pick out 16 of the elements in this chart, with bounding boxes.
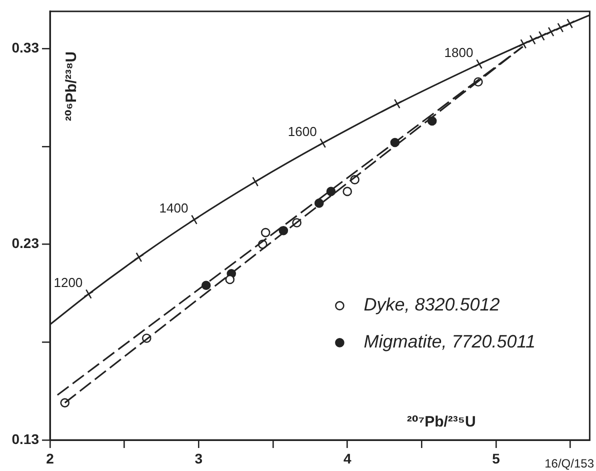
legend-label: Migmatite, 7720.5011 — [364, 332, 536, 352]
text: 16/Q/153 — [544, 456, 594, 470]
annotation: 1800 — [444, 45, 474, 60]
y-axis-title: ²⁰⁶Pb/²³⁸U — [63, 51, 80, 122]
legend-label: Dyke, 8320.5012 — [364, 294, 500, 315]
x-tick-label: 3 — [194, 450, 203, 466]
annotation: 1400 — [159, 200, 188, 216]
y-tick-label: 0.23 — [12, 235, 40, 252]
x-axis-title: ²⁰⁷Pb/²³⁵U — [406, 414, 476, 431]
y-tick-label: 0.33 — [12, 39, 40, 56]
y-tick-label: 0.13 — [12, 430, 40, 447]
annotation: 1600 — [288, 124, 317, 140]
x-tick-label: 4 — [343, 450, 352, 466]
annotation: 1200 — [54, 275, 83, 290]
x-tick-label: 5 — [492, 450, 500, 466]
x-tick-label: 2 — [46, 450, 54, 466]
